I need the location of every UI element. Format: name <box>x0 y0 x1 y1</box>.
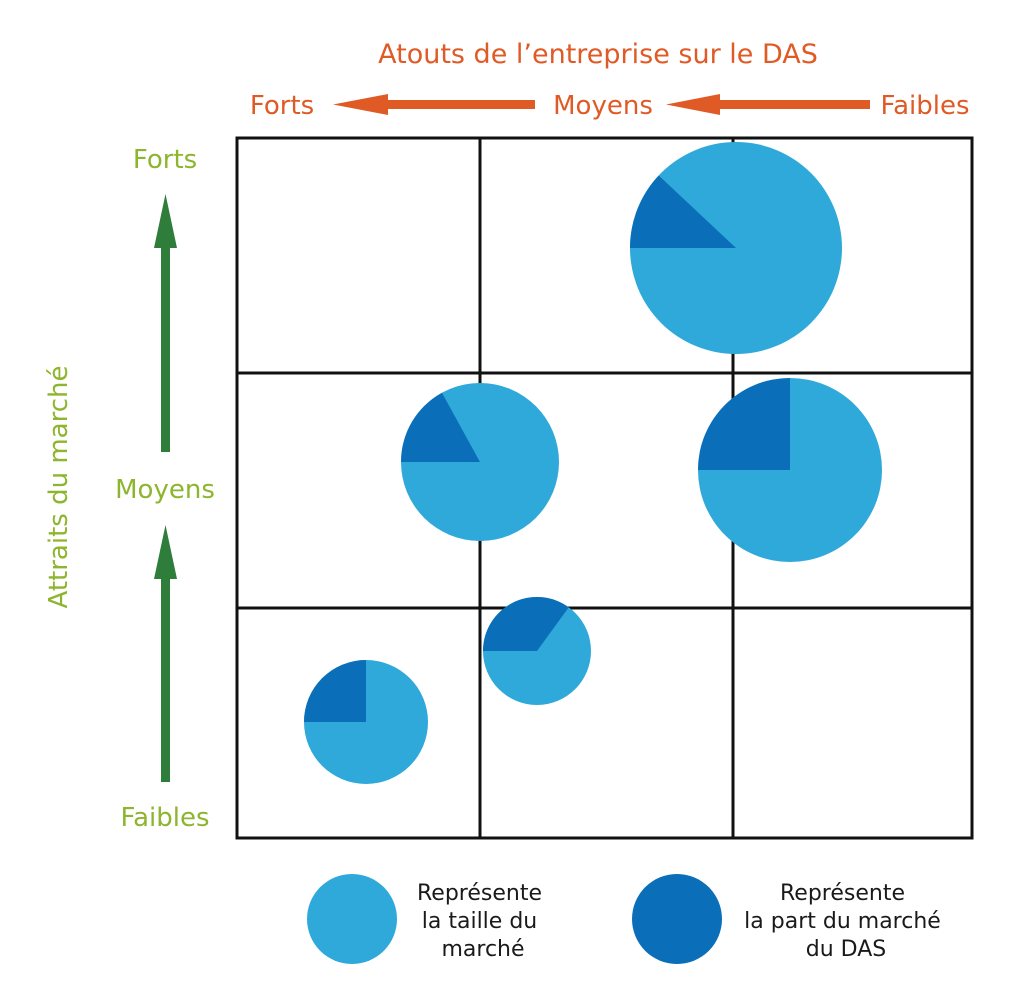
y-arrow-bottom <box>154 525 177 782</box>
y-arrow-top <box>154 194 177 452</box>
x-axis-title: Atouts de l’entreprise sur le DAS <box>378 39 818 70</box>
bubble-4 <box>483 597 591 705</box>
x-label-weak: Faibles <box>881 91 970 121</box>
x-label-medium: Moyens <box>553 91 653 121</box>
x-label-strong: Forts <box>250 91 314 121</box>
bubble-5 <box>304 660 428 784</box>
legend: Représente la taille du marché Représent… <box>307 874 948 964</box>
bubble-3-market-share <box>698 378 790 470</box>
bubble-2 <box>401 383 559 541</box>
bubble-5-market-share <box>304 660 366 722</box>
x-arrow-right <box>666 94 870 115</box>
bubbles-layer <box>304 142 882 784</box>
legend-size-text: Représente la taille du marché <box>417 881 549 962</box>
bubble-3 <box>698 378 882 562</box>
y-label-weak: Faibles <box>121 803 210 833</box>
bubble-4-market-share <box>483 597 569 651</box>
bubble-1 <box>630 142 842 354</box>
y-axis-title: Attraits du marché <box>44 366 74 609</box>
y-label-strong: Forts <box>133 145 197 175</box>
x-arrow-left <box>333 94 535 115</box>
bubble-1-market-share <box>630 175 736 248</box>
y-label-medium: Moyens <box>115 475 215 505</box>
legend-share-swatch <box>632 874 722 964</box>
legend-share-text: Représente la part du marché du DAS <box>744 881 948 962</box>
legend-size-swatch <box>307 874 397 964</box>
bubble-2-market-share <box>401 392 480 462</box>
